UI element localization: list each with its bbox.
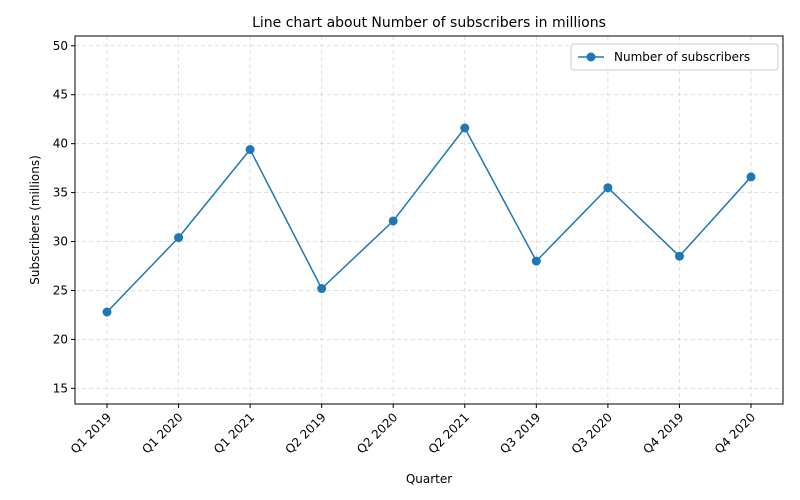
data-point [746, 172, 756, 182]
y-tick-label: 45 [53, 88, 68, 102]
y-tick-label: 25 [53, 283, 68, 297]
x-axis-label: Quarter [406, 472, 452, 486]
data-point [102, 307, 112, 317]
legend-entry-label: Number of subscribers [614, 50, 750, 64]
chart-title: Line chart about Number of subscribers i… [252, 15, 606, 31]
data-point [174, 233, 184, 243]
series-layer [102, 123, 756, 317]
y-axis-ticks: 15 20 25 30 35 40 45 50 [53, 39, 75, 395]
legend-box [570, 43, 779, 71]
data-point [531, 256, 541, 266]
data-point [674, 251, 684, 261]
data-point [317, 284, 327, 294]
y-tick-label: 20 [53, 332, 68, 346]
data-point [460, 123, 470, 133]
y-tick-label: 40 [53, 137, 68, 151]
data-point [603, 183, 613, 193]
y-axis-label: Subscribers (millions) [28, 155, 42, 285]
legend-marker-swatch [586, 52, 596, 62]
plot-area-frame [74, 35, 784, 405]
y-tick-label: 30 [53, 235, 68, 249]
series-line [106, 127, 752, 313]
legend: Number of subscribers [570, 43, 779, 71]
y-tick-label: 35 [53, 186, 68, 200]
data-point [245, 145, 255, 155]
data-point [388, 216, 398, 226]
y-tick-label: 15 [53, 381, 68, 395]
y-tick-label: 50 [53, 39, 68, 53]
